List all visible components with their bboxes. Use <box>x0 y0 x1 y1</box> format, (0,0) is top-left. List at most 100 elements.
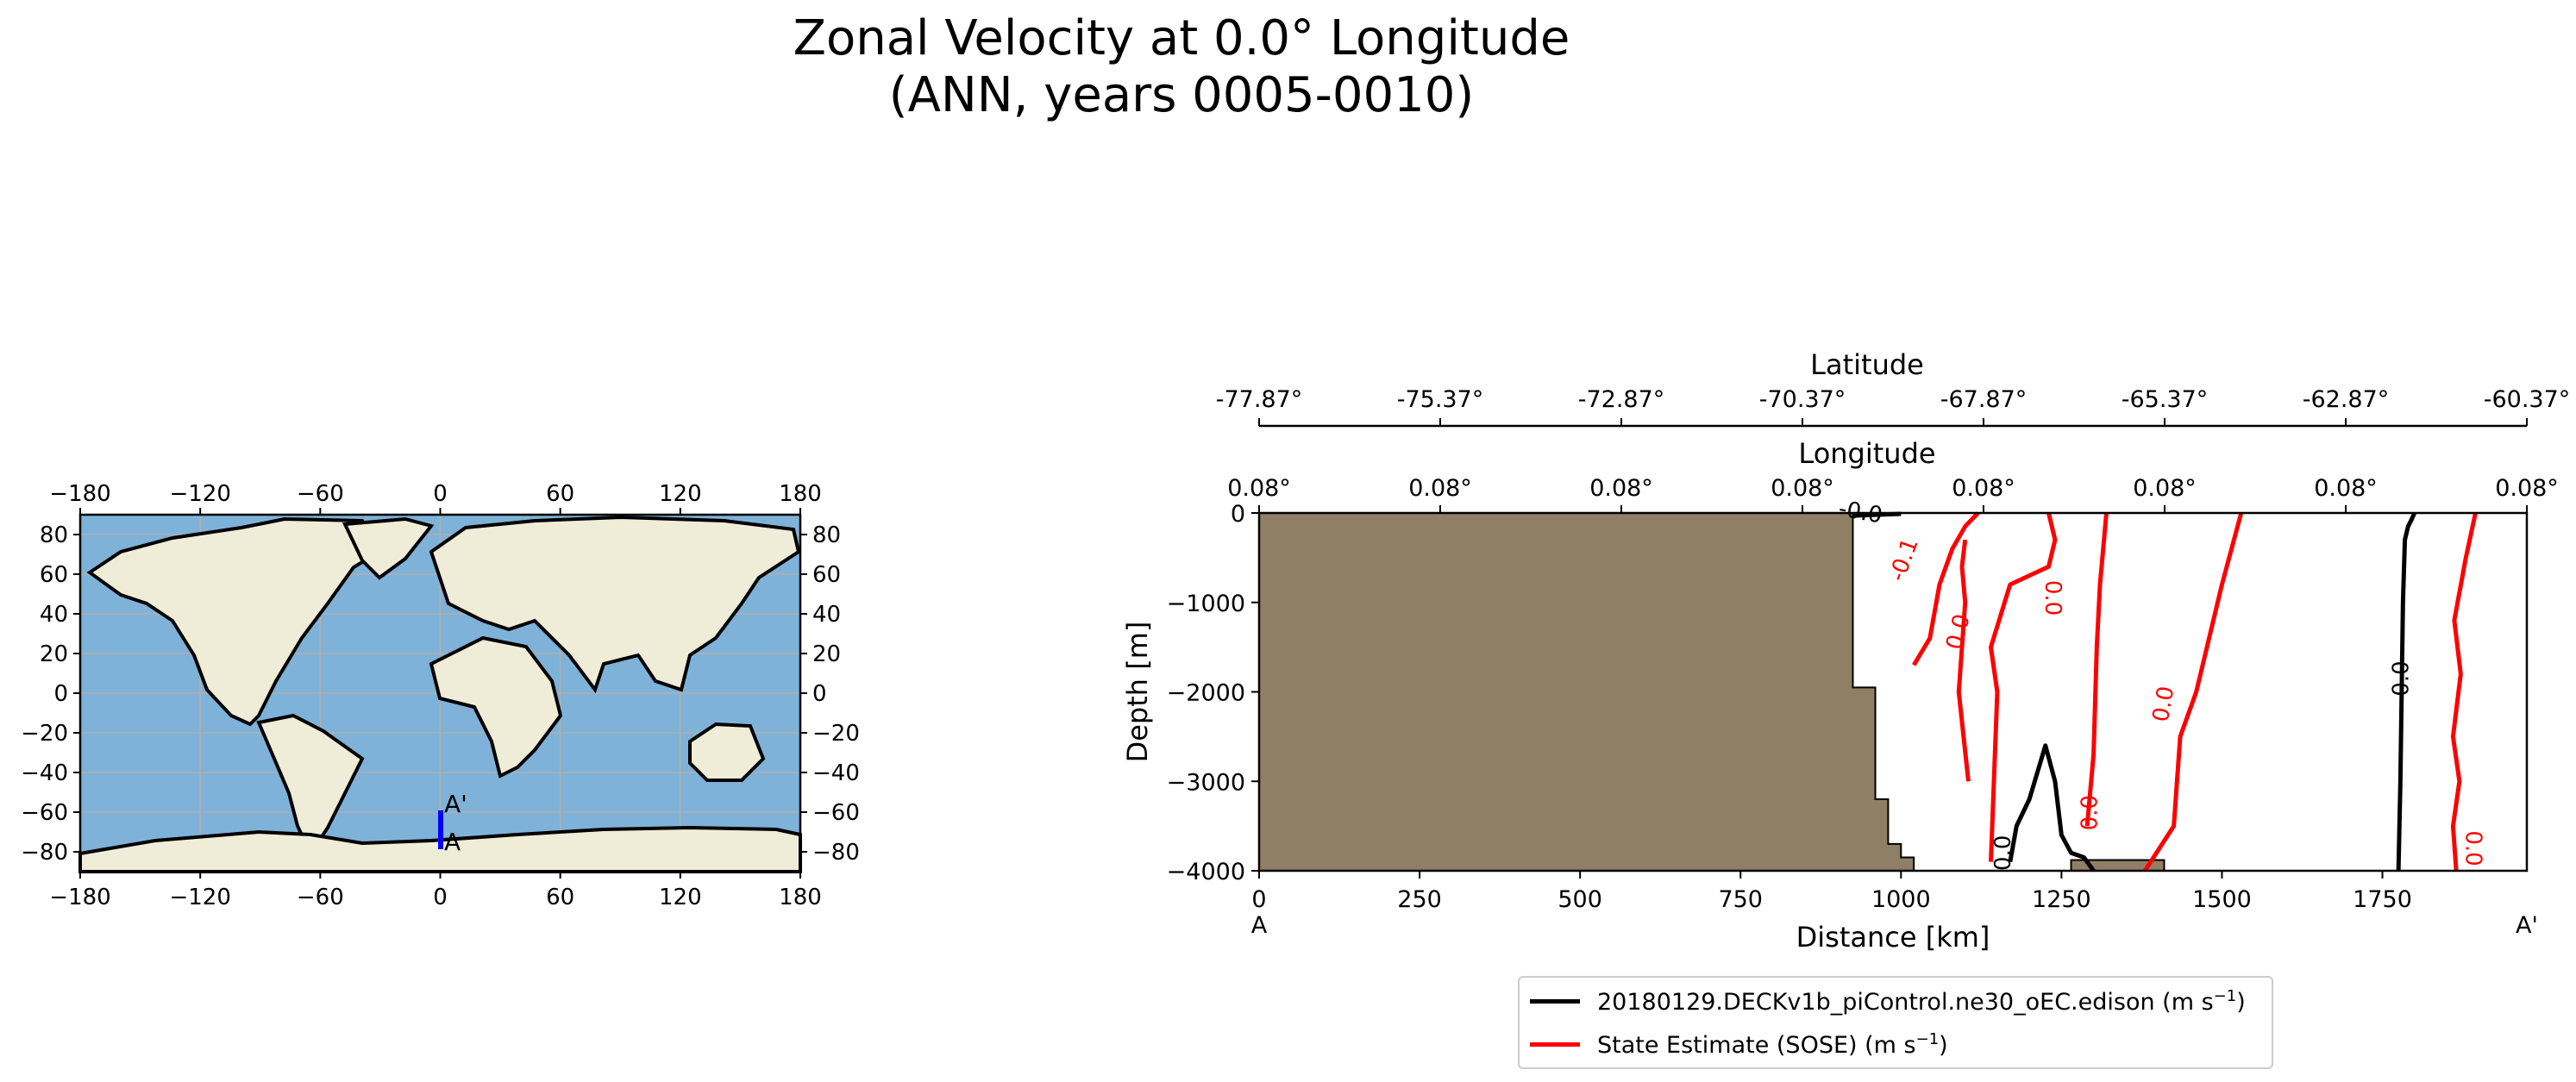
distance-tick-label: 0 <box>1251 886 1266 913</box>
obs-contour-4 <box>1912 511 1980 666</box>
map-tick-label-left: 60 <box>40 562 68 588</box>
longitude-tick-label: 0.08° <box>2314 475 2378 502</box>
obs-contour-2 <box>2084 512 2109 827</box>
transect-start-label: A <box>444 828 461 856</box>
map-tick-label-right: 0 <box>812 681 827 707</box>
longitude-tick-label: 0.08° <box>2495 475 2559 502</box>
map-tick-label-bottom: −120 <box>169 885 230 910</box>
map-tick-label-bottom: 180 <box>779 885 822 910</box>
longitude-axis-label: Longitude <box>1798 437 1935 470</box>
model-contour-2 <box>1852 511 1902 518</box>
map-tick-label-top: 0 <box>433 481 448 507</box>
map-tick-label-top: −60 <box>297 481 344 507</box>
depth-tick-label: 0 <box>1231 501 1245 528</box>
map-tick-label-top: −180 <box>49 481 110 507</box>
map-tick-label-top: 180 <box>779 481 822 507</box>
landmass-greenland <box>342 516 435 580</box>
legend-item-obs: State Estimate (SOSE) (m s−1) <box>1520 1023 1948 1066</box>
map-tick-label-left: 20 <box>40 641 68 667</box>
title-line-2: (ANN, years 0005-0010) <box>888 67 1475 123</box>
model-contour-1 <box>2008 743 2096 872</box>
legend-swatch-model <box>1530 998 1580 1004</box>
landmass-eurasia <box>429 515 801 694</box>
figure-title: Zonal Velocity at 0.0° Longitude (ANN, y… <box>0 10 2363 124</box>
legend-item-model: 20180129.DECKv1b_piControl.ne30_oEC.edis… <box>1520 979 2246 1023</box>
longitude-tick-label: 0.08° <box>1408 475 1472 502</box>
map-tick-label-bottom: −180 <box>49 885 110 910</box>
landmass-africa <box>429 635 563 779</box>
obs-contour-label: 0.0 <box>2077 795 2103 830</box>
model-contour-label: 0.0 <box>2388 660 2414 696</box>
map-tick-label-left: −40 <box>21 760 68 786</box>
map-tick-label-right: 60 <box>812 562 841 588</box>
map-ticks: −180 −180 −120 −120 −60 −60 0 0 60 60 120 120 180 180… <box>21 481 860 910</box>
section-plot: -0.00.00.0-0.10.00.00.00.00.00 250 500 750 1… <box>1121 348 2571 954</box>
map-tick-label-bottom: 0 <box>433 885 448 910</box>
distance-tick-label: 500 <box>1558 886 1602 913</box>
section-ylabel: Depth [m] <box>1121 622 1154 763</box>
distance-tick-label: 1000 <box>1871 886 1931 913</box>
transect-end-label: A' <box>444 790 467 818</box>
legend-swatch-obs <box>1530 1041 1580 1047</box>
map-tick-label-left: 80 <box>40 522 68 548</box>
bathymetry-fill <box>1258 512 1915 872</box>
map-tick-label-right: −40 <box>812 760 860 786</box>
map-tick-label-top: 120 <box>659 481 702 507</box>
distance-tick-label: 1500 <box>2192 886 2252 913</box>
model-contour-0 <box>2396 511 2417 872</box>
obs-contour-label: -0.1 <box>1884 535 1924 585</box>
legend-label-obs: State Estimate (SOSE) (m s−1) <box>1597 1029 1948 1059</box>
legend: 20180129.DECKv1b_piControl.ne30_oEC.edis… <box>1518 976 2273 1069</box>
latitude-tick-label: -67.87° <box>1940 386 2028 413</box>
map-tick-label-right: 40 <box>812 602 841 628</box>
distance-tick-label: 750 <box>1718 886 1763 913</box>
world-map: A' A −180 −180 −120 −120 −60 −60 0 0 60 60 120 120 1… <box>21 481 860 910</box>
map-tick-label-left: 0 <box>53 681 68 707</box>
map-tick-label-left: −80 <box>21 840 68 866</box>
landmass-north-america <box>86 516 382 727</box>
map-tick-label-left: 40 <box>40 602 68 628</box>
map-tick-label-right: −20 <box>812 721 860 747</box>
depth-tick-label: −3000 <box>1167 769 1245 796</box>
obs-contour-label: 0.0 <box>2040 580 2065 616</box>
obs-contour-label: 0.0 <box>2148 685 2180 724</box>
map-tick-label-top: 60 <box>546 481 574 507</box>
map-tick-label-bottom: −60 <box>297 885 344 910</box>
model-contour-label: 0.0 <box>1990 835 2016 871</box>
obs-contour-1 <box>2143 512 2244 872</box>
map-tick-label-top: −120 <box>169 481 230 507</box>
obs-contour-5 <box>1956 539 1971 782</box>
latitude-axis-label: Latitude <box>1810 348 1924 381</box>
landmass-australia <box>688 722 766 782</box>
longitude-tick-label: 0.08° <box>1952 475 2015 502</box>
obs-contour-3 <box>1989 512 2058 862</box>
longitude-tick-label: 0.08° <box>2133 475 2197 502</box>
map-tick-label-bottom: 120 <box>659 885 702 910</box>
map-tick-label-right: 20 <box>812 641 841 667</box>
latitude-tick-label: -65.37° <box>2122 386 2209 413</box>
latitude-tick-label: -72.87° <box>1578 386 1665 413</box>
depth-tick-label: −2000 <box>1167 680 1245 707</box>
latitude-tick-label: -60.37° <box>2484 386 2571 413</box>
latitude-tick-label: -77.87° <box>1216 386 1303 413</box>
map-tick-label-bottom: 60 <box>546 885 574 910</box>
longitude-tick-label: 0.08° <box>1771 475 1834 502</box>
map-tick-label-right: −80 <box>812 840 860 866</box>
distance-tick-label: 1250 <box>2032 886 2091 913</box>
obs-contour-label: 0.0 <box>2460 830 2485 866</box>
map-tick-label-left: −20 <box>21 721 68 747</box>
section-start-label: A <box>1251 912 1268 939</box>
obs-contour-0 <box>2450 512 2478 872</box>
depth-tick-label: −4000 <box>1167 859 1245 885</box>
legend-label-model: 20180129.DECKv1b_piControl.ne30_oEC.edis… <box>1597 986 2246 1016</box>
title-line-1: Zonal Velocity at 0.0° Longitude <box>793 10 1570 66</box>
obs-contour-label: 0.0 <box>1941 611 1976 653</box>
distance-tick-label: 250 <box>1397 886 1442 913</box>
latitude-tick-label: -70.37° <box>1759 386 1846 413</box>
section-end-label: A' <box>2516 912 2538 939</box>
depth-tick-label: −1000 <box>1167 591 1245 617</box>
longitude-tick-label: 0.08° <box>1227 475 1291 502</box>
distance-tick-label: 1750 <box>2353 886 2412 913</box>
latitude-tick-label: -62.87° <box>2303 386 2390 413</box>
map-tick-label-right: 80 <box>812 522 841 548</box>
